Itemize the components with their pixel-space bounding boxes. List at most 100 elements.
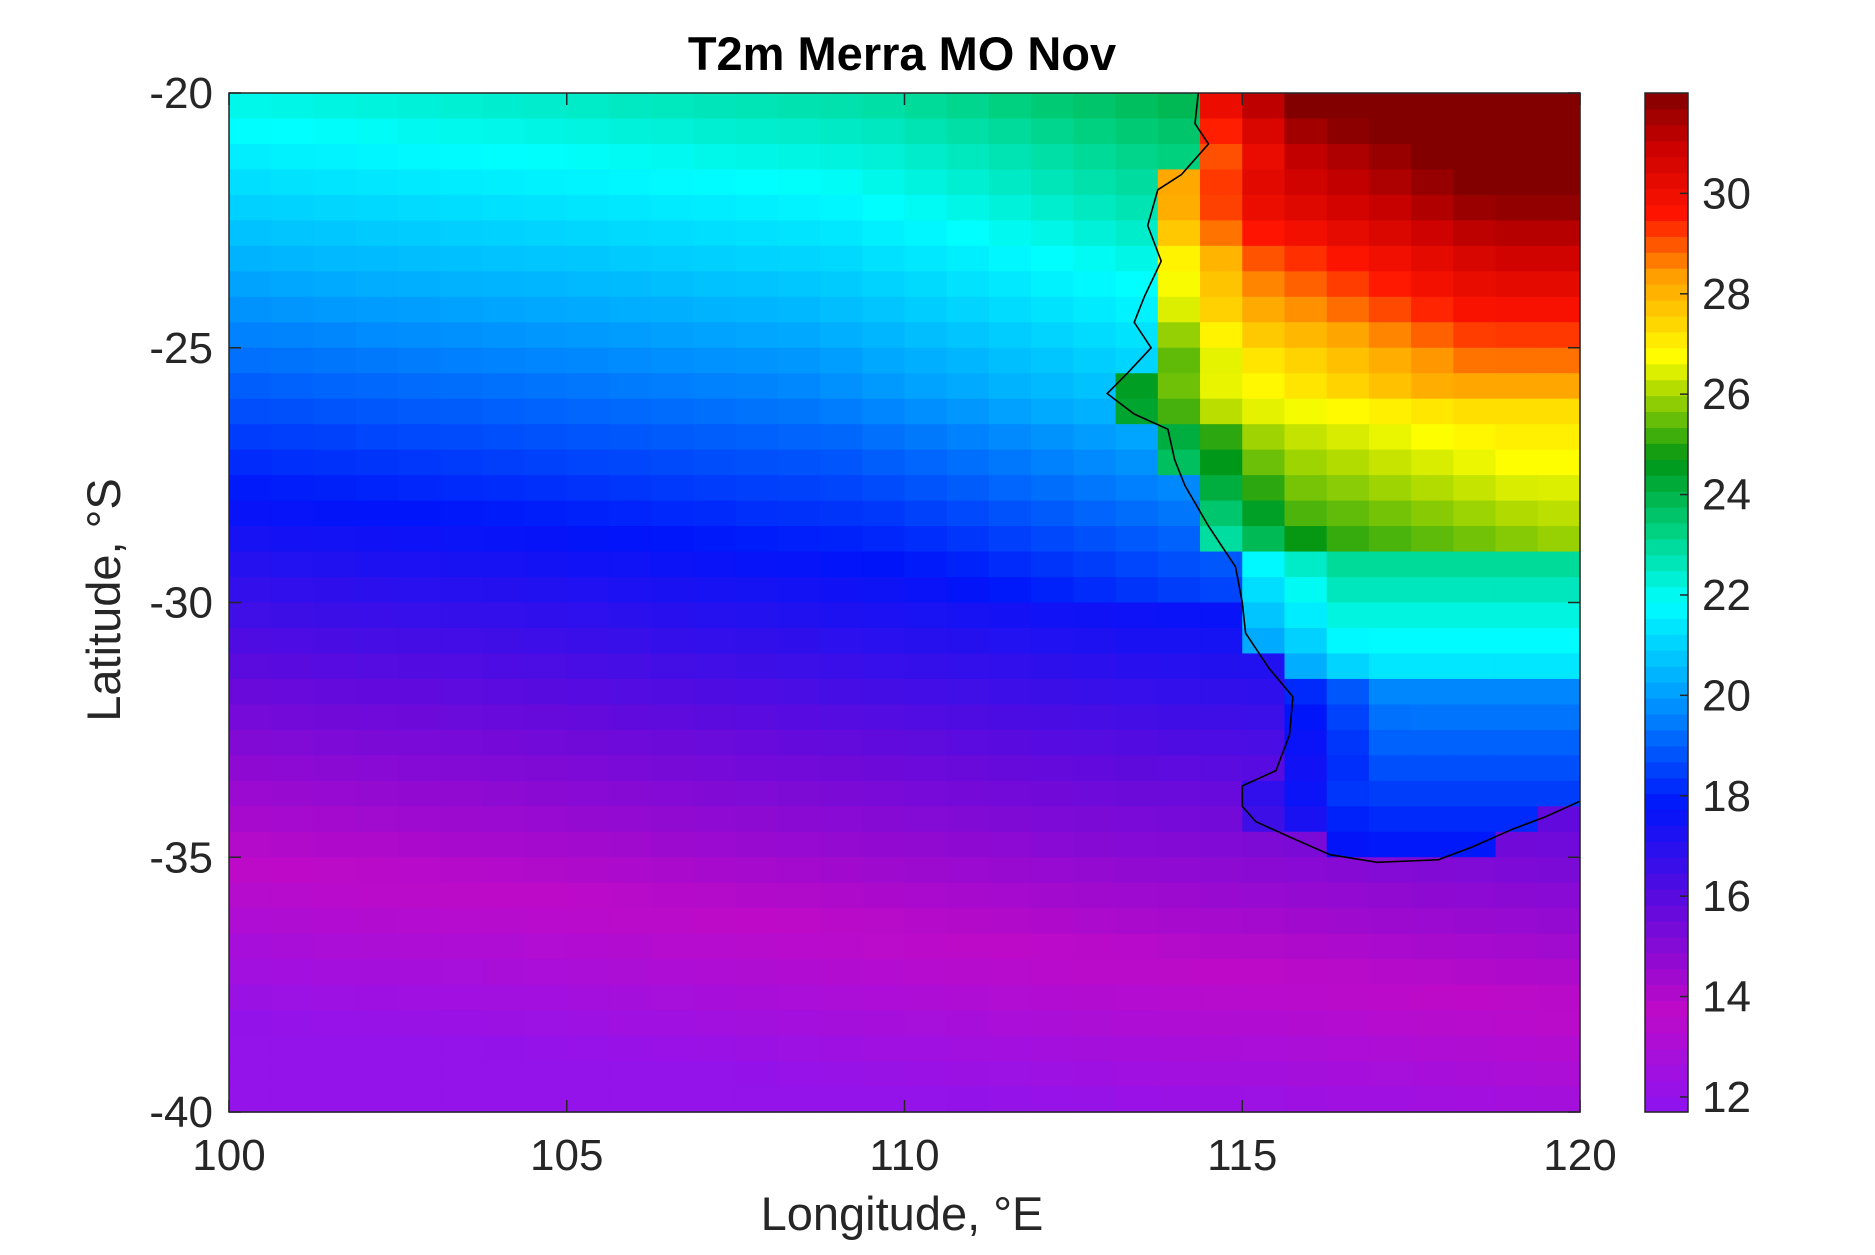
- heatmap-cell: [651, 526, 695, 553]
- heatmap-cell: [1157, 1086, 1201, 1113]
- heatmap-cell: [1495, 653, 1539, 680]
- heatmap-cell: [820, 526, 863, 553]
- heatmap-cell: [1157, 500, 1201, 527]
- heatmap-cell: [355, 551, 399, 578]
- heatmap-cell: [1453, 959, 1497, 986]
- heatmap-cell: [608, 347, 652, 374]
- heatmap-cell: [651, 653, 695, 680]
- heatmap-cell: [1326, 602, 1370, 629]
- heatmap-cell: [904, 602, 948, 629]
- heatmap-cell: [397, 678, 441, 705]
- heatmap-cell: [355, 475, 399, 502]
- heatmap-cell: [1453, 169, 1497, 196]
- heatmap-cell: [651, 398, 695, 425]
- heatmap-cell: [1453, 755, 1497, 782]
- heatmap-cell: [1073, 908, 1117, 935]
- heatmap-cell: [693, 194, 737, 221]
- heatmap-cell: [608, 857, 652, 884]
- heatmap-cell: [904, 398, 948, 425]
- colorbar-step: [1645, 538, 1688, 556]
- heatmap-cell: [271, 678, 315, 705]
- heatmap-cell: [397, 347, 441, 374]
- heatmap-cell: [1368, 271, 1412, 298]
- heatmap-cell: [1200, 959, 1243, 986]
- heatmap-cell: [1453, 526, 1497, 553]
- heatmap-cell: [1284, 93, 1328, 120]
- heatmap-cell: [566, 424, 610, 451]
- heatmap-cell: [735, 424, 779, 451]
- heatmap-cell: [1537, 118, 1581, 145]
- heatmap-cell: [440, 526, 483, 553]
- heatmap-cell: [1326, 373, 1370, 400]
- heatmap-cell: [229, 551, 272, 578]
- heatmap-cell: [440, 908, 483, 935]
- heatmap-cell: [735, 373, 779, 400]
- heatmap-cell: [608, 729, 652, 756]
- heatmap-cell: [904, 551, 948, 578]
- heatmap-cell: [440, 245, 483, 272]
- heatmap-cell: [440, 93, 483, 120]
- heatmap-cell: [1495, 93, 1539, 120]
- heatmap-cell: [820, 1010, 863, 1037]
- heatmap-cell: [777, 500, 821, 527]
- heatmap-cell: [397, 602, 441, 629]
- heatmap-cell: [1031, 449, 1074, 476]
- heatmap-cell: [355, 169, 399, 196]
- heatmap-cell: [1242, 475, 1286, 502]
- heatmap-cell: [1115, 704, 1159, 731]
- heatmap-cell: [735, 755, 779, 782]
- heatmap-cell: [1453, 933, 1497, 960]
- heatmap-cell: [1453, 984, 1497, 1011]
- heatmap-cell: [440, 398, 483, 425]
- heatmap-cell: [397, 475, 441, 502]
- heatmap-cell: [820, 347, 863, 374]
- heatmap-cell: [1200, 602, 1243, 629]
- coastline: [1105, 92, 1581, 864]
- heatmap-cell: [1368, 678, 1412, 705]
- heatmap-cell: [777, 118, 821, 145]
- y-axis-label: Latitude, °S: [77, 478, 130, 722]
- heatmap-cell: [1284, 678, 1328, 705]
- heatmap-cell: [355, 398, 399, 425]
- colorbar-step: [1645, 729, 1688, 747]
- heatmap-cell: [1031, 908, 1074, 935]
- heatmap-cell: [524, 194, 568, 221]
- heatmap-cell: [524, 755, 568, 782]
- heatmap-cell: [271, 1010, 315, 1037]
- heatmap-cell: [988, 857, 1032, 884]
- heatmap-cell: [566, 908, 610, 935]
- colorbar-step: [1645, 379, 1688, 397]
- heatmap-cell: [1284, 220, 1328, 247]
- colorbar-step: [1645, 761, 1688, 779]
- heatmap-cell: [1242, 347, 1286, 374]
- heatmap-cell: [524, 347, 568, 374]
- heatmap-cell: [1368, 118, 1412, 145]
- heatmap-cell: [820, 831, 863, 858]
- heatmap-cell: [1368, 1035, 1412, 1062]
- heatmap-cell: [1157, 526, 1201, 553]
- heatmap-cell: [440, 704, 483, 731]
- colorbar-step: [1645, 682, 1688, 699]
- heatmap-cell: [651, 551, 695, 578]
- heatmap-cell: [1115, 296, 1159, 323]
- heatmap-cell: [313, 143, 357, 171]
- heatmap-cell: [1242, 551, 1286, 578]
- heatmap-cell: [1115, 1035, 1159, 1062]
- heatmap-cell: [651, 245, 695, 272]
- colorbar-step: [1645, 475, 1688, 492]
- heatmap-cell: [1031, 347, 1074, 374]
- heatmap-cell: [355, 984, 399, 1011]
- heatmap-cell: [566, 882, 610, 909]
- heatmap-cell: [1242, 1010, 1286, 1037]
- heatmap-cell: [1031, 500, 1074, 527]
- heatmap-cell: [1411, 322, 1454, 349]
- heatmap-cell: [777, 1035, 821, 1062]
- heatmap-cell: [482, 627, 526, 655]
- colorbar-step: [1645, 905, 1688, 922]
- heatmap-cell: [693, 678, 737, 705]
- heatmap-cell: [1284, 1086, 1328, 1113]
- heatmap-cell: [1200, 831, 1243, 858]
- heatmap-cell: [482, 194, 526, 221]
- heatmap-cell: [777, 245, 821, 272]
- heatmap-cell: [1157, 831, 1201, 858]
